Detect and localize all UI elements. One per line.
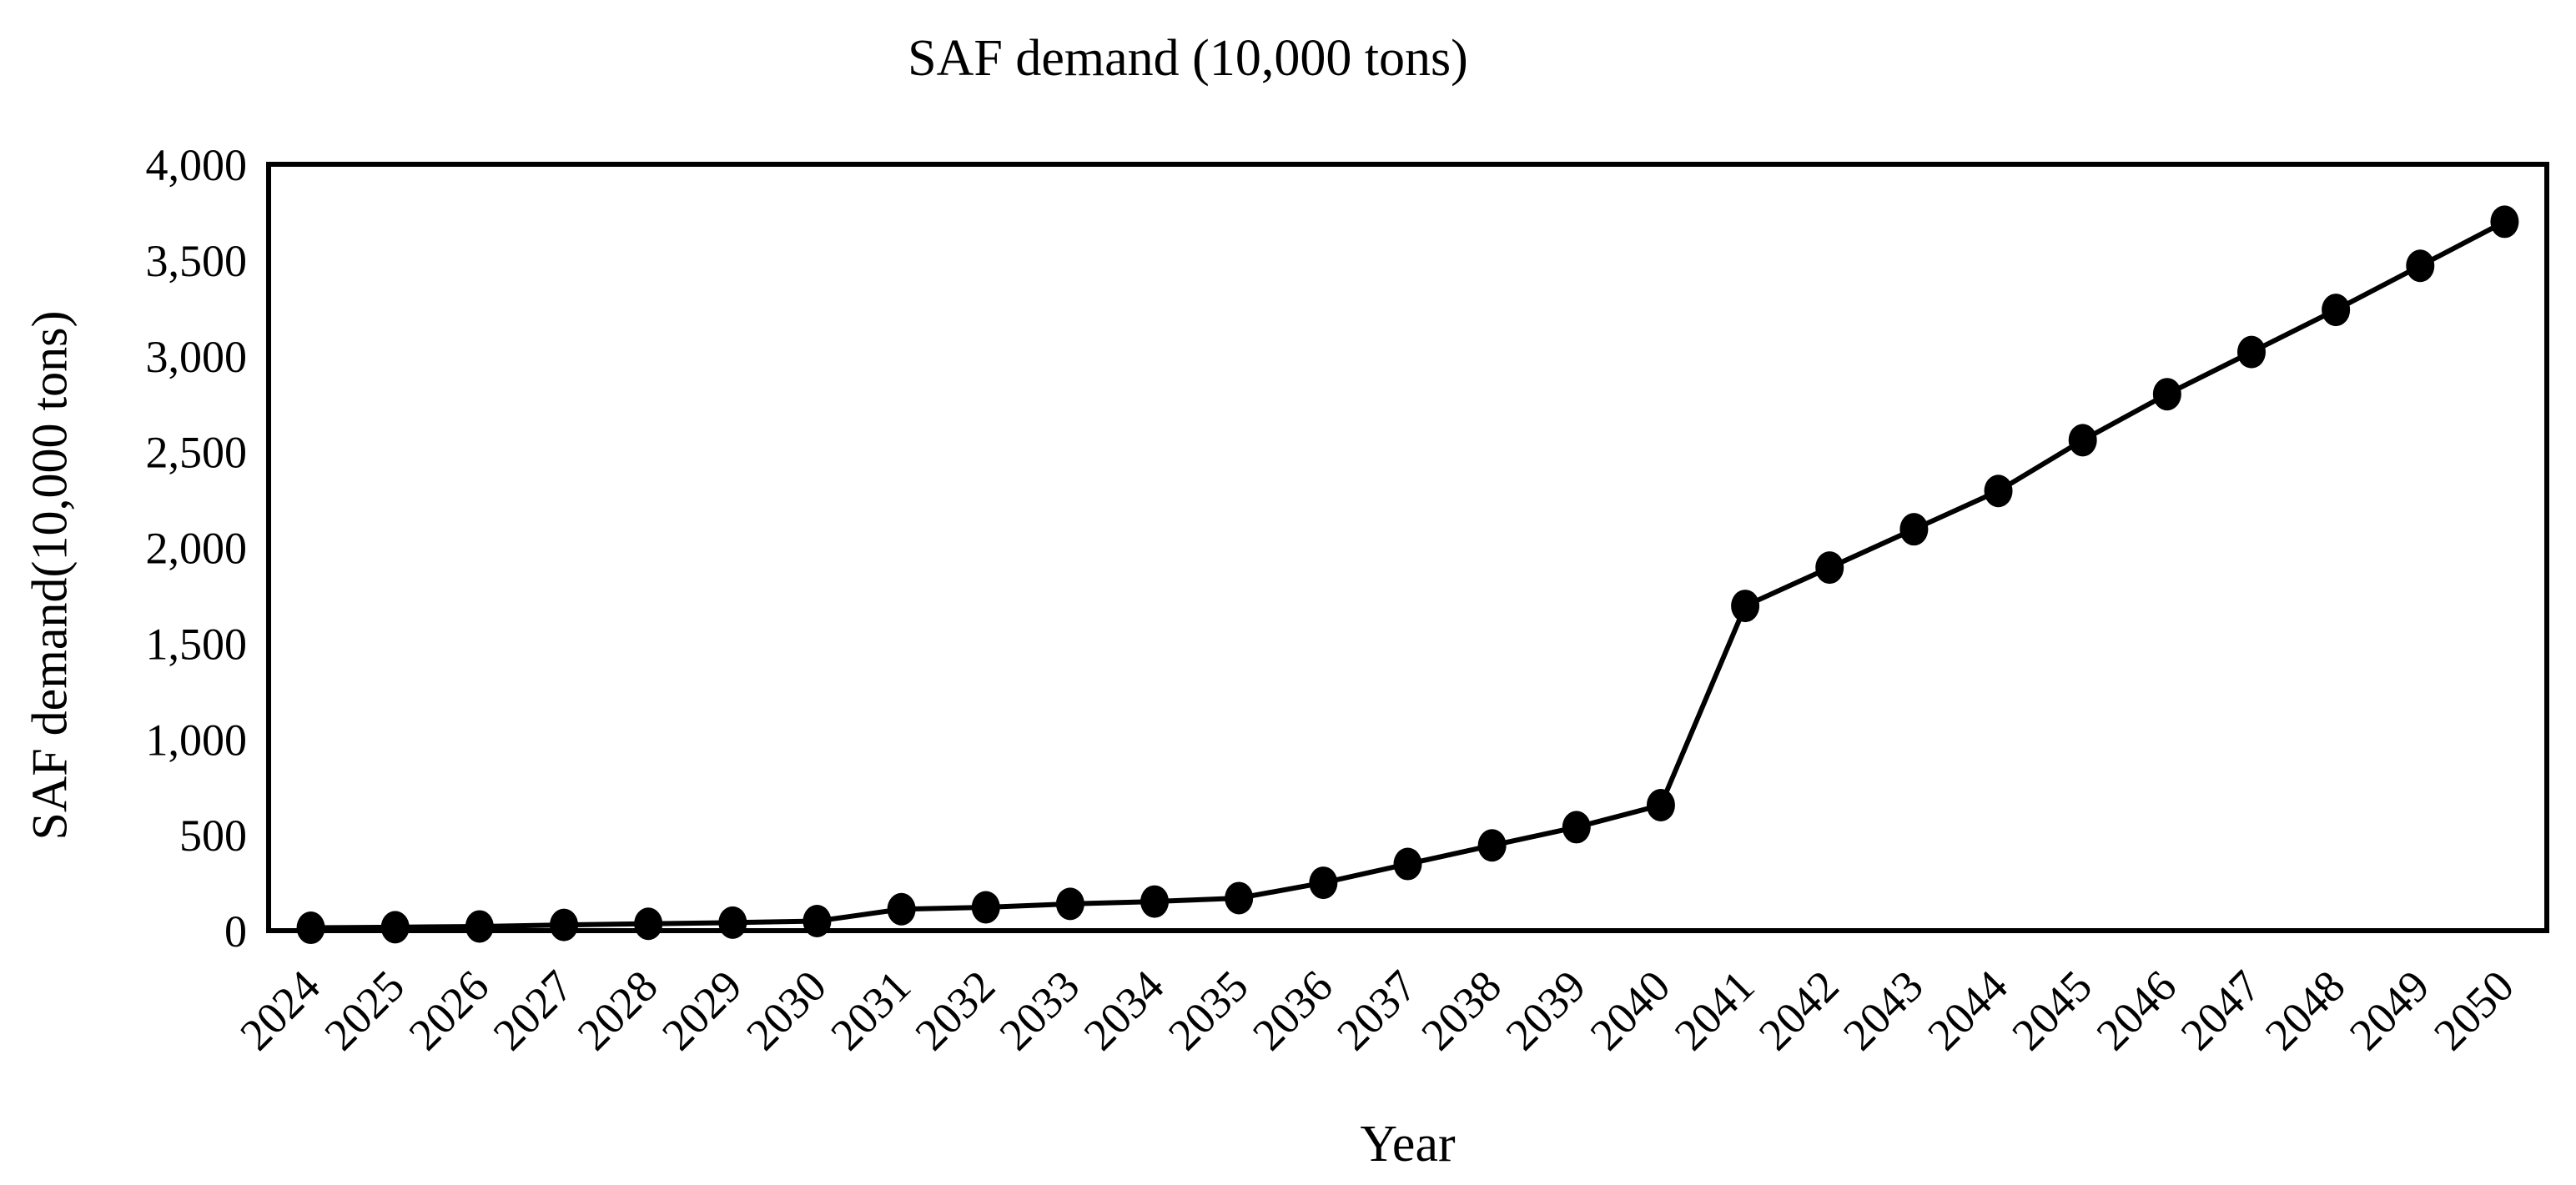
data-point-2024 [296,911,325,945]
data-point-2047 [2236,335,2266,369]
x-tick-label: 2037 [1327,961,1426,1060]
x-tick-label: 2048 [2256,961,2355,1060]
x-tick-label: 2040 [1581,961,1680,1060]
x-tick-label: 2028 [568,961,667,1060]
x-tick-label: 2043 [1834,961,1933,1060]
x-tick-label: 2031 [821,961,920,1060]
x-tick-label: 2029 [652,961,752,1060]
data-point-2035 [1225,881,1254,915]
data-point-2030 [802,905,832,938]
x-tick-label: 2042 [1749,961,1849,1060]
x-tick-label: 2033 [990,961,1089,1060]
y-tick-label: 0 [224,906,247,957]
data-point-2026 [465,910,494,943]
data-point-2025 [380,911,410,944]
data-point-2042 [1815,551,1844,585]
data-point-2044 [1984,475,2013,508]
x-tick-label: 2035 [1159,961,1258,1060]
data-point-2039 [1562,811,1591,844]
x-tick-label: 2039 [1496,961,1595,1060]
data-point-2032 [971,891,1000,924]
x-tick-label: 2030 [737,961,836,1060]
data-point-2050 [2490,205,2519,239]
plot-frame [266,162,2549,933]
data-point-2049 [2406,249,2435,283]
x-tick-label: 2026 [400,961,499,1060]
y-tick-label: 1,500 [146,619,248,669]
data-point-2029 [718,906,747,939]
data-point-2027 [550,908,579,941]
data-point-2038 [1477,829,1507,862]
y-tick-label: 2,500 [146,428,248,478]
data-point-2048 [2322,294,2351,327]
y-tick-label: 2,000 [146,524,248,574]
data-point-2028 [634,907,663,941]
x-tick-label: 2024 [230,961,330,1060]
y-tick-label: 3,000 [146,332,248,382]
data-point-2045 [2068,424,2097,457]
data-point-2043 [1899,513,1929,546]
data-point-2033 [1055,887,1084,921]
data-point-2041 [1731,590,1760,623]
y-tick-label: 3,500 [146,236,248,286]
x-tick-label: 2025 [314,961,414,1060]
y-tick-label: 4,000 [146,140,248,190]
x-tick-label: 2045 [2002,961,2101,1060]
y-tick-label: 1,000 [146,715,248,765]
data-point-2046 [2152,378,2181,411]
x-axis-title: Year [1360,1116,1456,1172]
x-tick-label: 2044 [1918,961,2017,1060]
x-tick-label: 2041 [1665,961,1764,1060]
x-tick-label: 2027 [484,961,583,1060]
y-tick-label: 500 [179,811,247,861]
x-tick-label: 2046 [2087,961,2186,1060]
data-point-2034 [1140,885,1170,918]
data-point-2031 [887,892,916,926]
x-tick-label: 2049 [2340,961,2439,1060]
x-tick-label: 2047 [2171,961,2271,1060]
saf-demand-line [310,219,2506,931]
x-tick-label: 2032 [905,961,1004,1060]
x-tick-label: 2036 [1243,961,1342,1060]
chart-title: SAF demand (10,000 tons) [908,30,1468,87]
data-point-2036 [1309,866,1338,900]
x-tick-label: 2034 [1074,961,1174,1060]
x-tick-label: 2038 [1411,961,1511,1060]
data-point-2040 [1646,789,1675,822]
data-point-2037 [1393,847,1422,881]
x-tick-label: 2050 [2424,961,2523,1060]
